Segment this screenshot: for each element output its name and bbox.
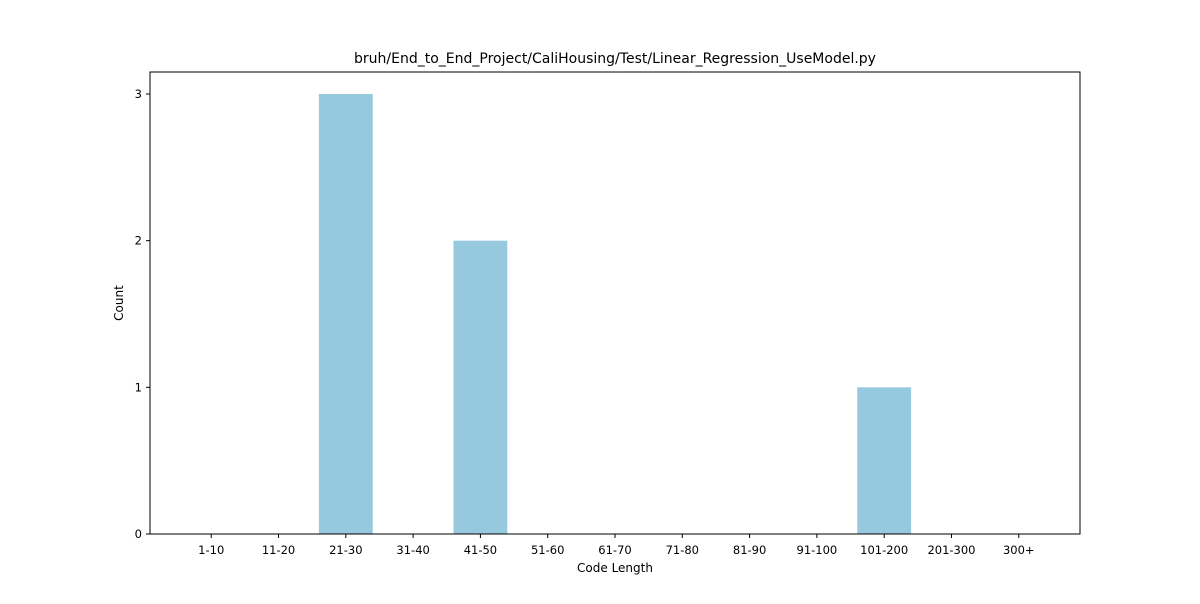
bar-41-50 <box>453 240 508 534</box>
x-tick-label: 91-100 <box>797 543 838 557</box>
x-tick-label: 31-40 <box>396 543 429 557</box>
bars-layer <box>318 94 912 534</box>
x-tick-label: 51-60 <box>531 543 564 557</box>
x-tick-label: 1-10 <box>198 543 224 557</box>
x-tick-label: 11-20 <box>262 543 295 557</box>
x-axis-label: Code Length <box>577 561 653 575</box>
x-tick-label: 21-30 <box>329 543 362 557</box>
x-tick-label: 201-300 <box>927 543 975 557</box>
y-tick-label: 1 <box>135 380 142 394</box>
chart-title: bruh/End_to_End_Project/CaliHousing/Test… <box>354 51 876 67</box>
y-axis-label: Count <box>112 285 126 321</box>
x-tick-label: 61-70 <box>598 543 631 557</box>
x-tick-label: 101-200 <box>860 543 908 557</box>
y-tick-label: 2 <box>135 234 142 248</box>
bar-21-30 <box>318 94 373 534</box>
y-tick-label: 0 <box>135 527 142 541</box>
y-tick-label: 3 <box>135 87 142 101</box>
x-tick-label: 81-90 <box>733 543 766 557</box>
bar-101-200 <box>857 387 912 534</box>
y-axis-ticks: 0 1 2 3 <box>135 87 150 541</box>
x-axis-ticks: 1-10 11-20 21-30 31-40 41-50 51-60 61-70 71-80 8… <box>198 534 1035 557</box>
x-tick-label: 71-80 <box>666 543 699 557</box>
plot-frame <box>149 71 1081 535</box>
x-tick-label: 41-50 <box>464 543 497 557</box>
x-tick-label: 300+ <box>1003 543 1035 557</box>
